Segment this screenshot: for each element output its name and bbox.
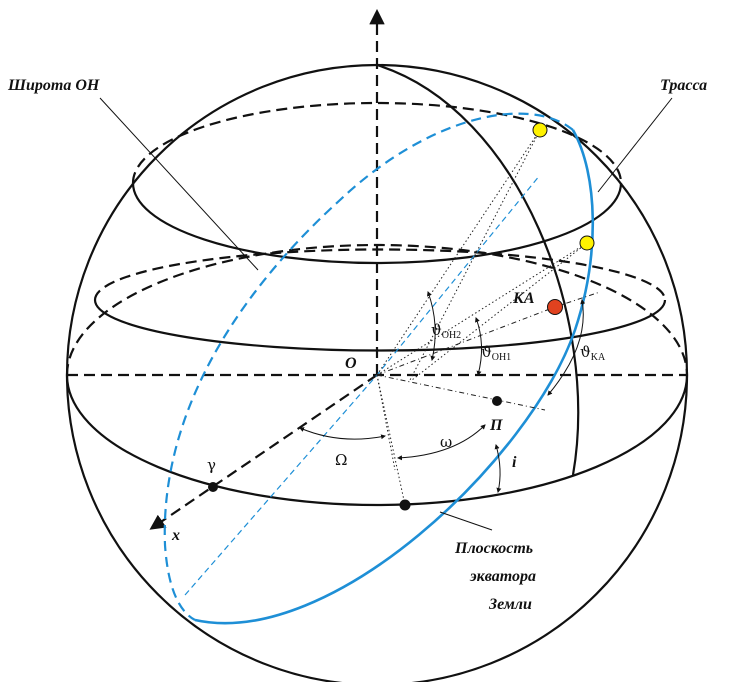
- theta-oh2-label: ϑOH2: [431, 321, 461, 341]
- spacecraft-label: КА: [512, 290, 535, 307]
- theta-ka-label: ϑKA: [580, 343, 606, 363]
- omega-ref-line: [376, 374, 396, 471]
- arg-perigee-label: ω: [440, 433, 452, 451]
- projection-oh2-vert: [409, 129, 541, 381]
- theta-oh1-label: ϑOH1: [481, 343, 511, 363]
- ground-station-point-2: [579, 235, 595, 251]
- vernal-equinox-point: [208, 482, 218, 492]
- origin-label: О: [345, 355, 357, 372]
- latitude-label: Широта ОН: [7, 77, 100, 94]
- perigee-label: П: [489, 417, 503, 434]
- perigee-line: [376, 374, 546, 411]
- track-leader: [597, 97, 673, 193]
- projection-oh1-vert: [411, 242, 588, 381]
- projection-ka: [376, 306, 556, 376]
- latitude-parallel-front: [93, 299, 667, 352]
- node-line: [376, 374, 406, 506]
- latitude-leader: [99, 97, 259, 271]
- orbit-back: [163, 112, 574, 621]
- theta-oh1-arc: [475, 317, 482, 376]
- equator-plane-label-2: экватора: [469, 568, 536, 585]
- equator-plane-leader: [439, 511, 493, 531]
- latitude-parallel-back: [93, 248, 667, 301]
- perigee-point: [492, 396, 502, 406]
- raan-label: Ω: [335, 451, 347, 469]
- arg-perigee-arc: [397, 424, 486, 461]
- theta-oh2-arc: [427, 291, 436, 361]
- vernal-equinox-label: γ: [207, 456, 216, 474]
- raan-arc: [299, 427, 386, 440]
- x-axis-label: x: [171, 527, 180, 544]
- ascending-node-point: [399, 499, 411, 511]
- orbit-front: [194, 129, 595, 625]
- track-label: Трасса: [660, 77, 707, 94]
- inclination-label: i: [512, 454, 517, 471]
- theta-ka-arc: [547, 299, 586, 396]
- equator-plane-label-3: Земли: [488, 596, 532, 613]
- equator-plane-label-1: Плоскость: [454, 540, 533, 557]
- spacecraft-point: [547, 299, 563, 315]
- inclination-arc: [494, 444, 502, 493]
- equator-front: [65, 374, 689, 507]
- projection-oh1: [376, 242, 588, 376]
- projection-oh2: [376, 129, 541, 376]
- projection-ka-ext: [554, 291, 601, 308]
- x-axis: [149, 374, 378, 530]
- meridian-arc: [376, 63, 580, 476]
- ground-station-point-1: [532, 122, 548, 138]
